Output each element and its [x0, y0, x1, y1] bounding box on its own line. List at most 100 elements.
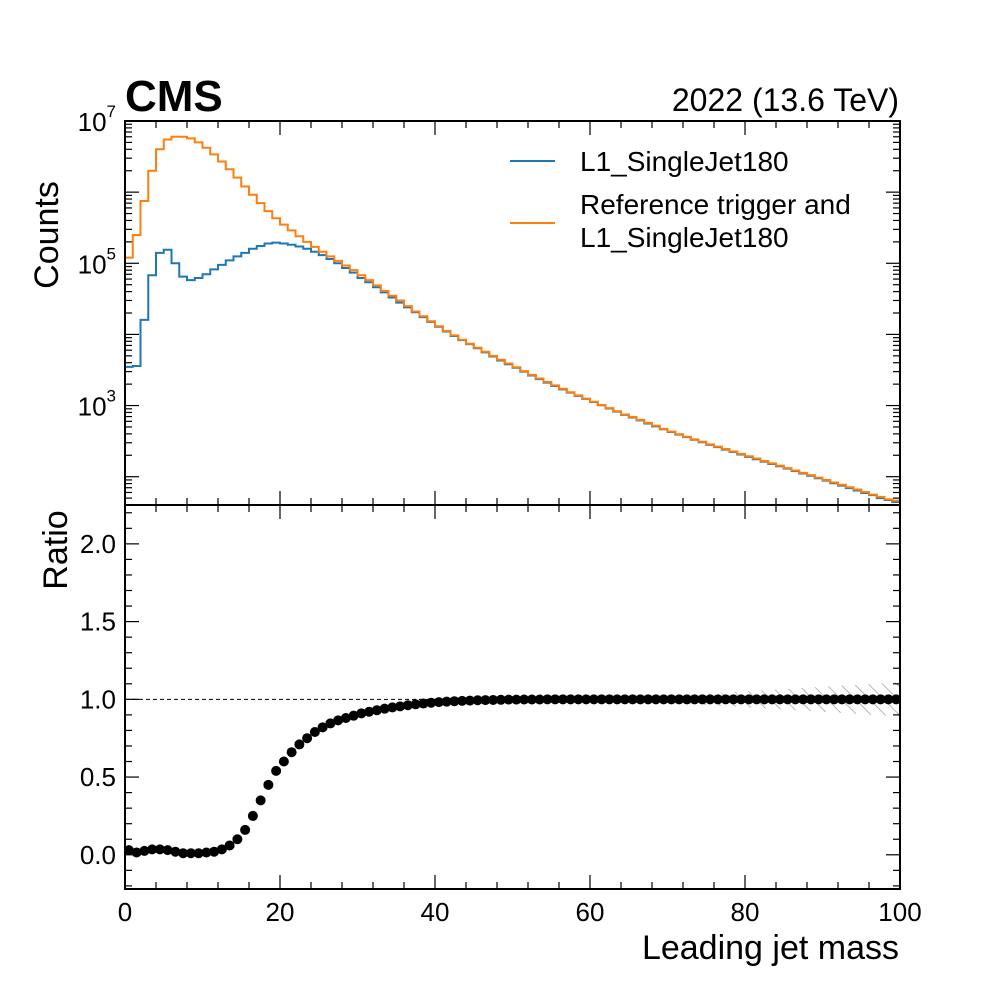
- ratio-point: [449, 696, 460, 707]
- ratio-point: [488, 694, 499, 705]
- ratio-point: [162, 845, 173, 856]
- ratio-point: [736, 694, 747, 705]
- ratio-point: [596, 694, 607, 705]
- ratio-point: [782, 694, 793, 705]
- ratio-point: [309, 726, 320, 737]
- top-y-axis-label: Counts: [28, 181, 66, 289]
- legend-label-l1-singlejet180: L1_SingleJet180: [580, 146, 789, 177]
- ratio-point: [348, 710, 359, 721]
- ratio-point: [147, 844, 158, 855]
- x-tick-label: 100: [878, 897, 921, 927]
- ratio-point: [650, 694, 661, 705]
- ratio-point: [798, 694, 809, 705]
- ratio-point: [278, 756, 289, 767]
- ratio-point: [317, 722, 328, 733]
- ratio-point: [534, 694, 545, 705]
- ratio-point: [751, 694, 762, 705]
- ratio-point: [263, 779, 274, 790]
- ratio-point: [255, 795, 266, 806]
- ratio-point: [759, 694, 770, 705]
- ratio-point: [433, 697, 444, 708]
- top-y-tick-label: 107: [78, 102, 116, 137]
- lumi-label: 2022 (13.6 TeV): [672, 82, 899, 118]
- ratio-point: [325, 718, 336, 729]
- ratio-point: [193, 848, 204, 859]
- ratio-point: [875, 694, 886, 705]
- ratio-point: [139, 845, 150, 856]
- bottom-y-tick-label: 1.5: [80, 607, 116, 637]
- ratio-point: [294, 739, 305, 750]
- ratio-point: [441, 696, 452, 707]
- bottom-y-tick-label: 1.0: [80, 684, 116, 714]
- legend-label-reference-trigger-line1: Reference trigger and: [580, 189, 851, 220]
- ratio-point: [371, 705, 382, 716]
- ratio-point: [185, 848, 196, 859]
- ratio-point: [581, 694, 592, 705]
- ratio-point: [689, 694, 700, 705]
- ratio-point: [627, 694, 638, 705]
- ratio-point: [240, 824, 251, 835]
- ratio-point: [286, 747, 297, 758]
- ratio-point: [805, 694, 816, 705]
- ratio-point: [201, 847, 212, 858]
- ratio-point: [674, 694, 685, 705]
- ratio-point: [480, 695, 491, 706]
- ratio-point: [720, 694, 731, 705]
- x-tick-label: 0: [118, 897, 132, 927]
- ratio-point: [387, 702, 398, 713]
- ratio-point: [356, 708, 367, 719]
- ratio-point: [867, 694, 878, 705]
- ratio-point: [728, 694, 739, 705]
- ratio-point: [224, 840, 235, 851]
- ratio-point: [821, 694, 832, 705]
- ratio-point: [379, 703, 390, 714]
- ratio-points: [125, 694, 900, 859]
- top-panel-series: [125, 135, 900, 504]
- ratio-point: [340, 712, 351, 723]
- ratio-point: [216, 844, 227, 855]
- ratio-point: [829, 694, 840, 705]
- legend-label-reference-trigger-line2: L1_SingleJet180: [580, 222, 789, 253]
- ratio-point: [503, 694, 514, 705]
- ratio-point: [790, 694, 801, 705]
- ratio-point: [619, 694, 630, 705]
- bottom-y-tick-label: 0.5: [80, 762, 116, 792]
- ratio-point: [844, 694, 855, 705]
- legend: L1_SingleJet180 Reference trigger and L1…: [510, 146, 851, 253]
- ratio-point: [302, 733, 313, 744]
- ratio-point: [511, 694, 522, 705]
- ratio-point: [402, 700, 413, 711]
- ratio-point: [495, 694, 506, 705]
- ratio-point: [681, 694, 692, 705]
- top-panel: 103 105 107 Counts L1_SingleJet180 Referen…: [28, 102, 901, 506]
- series-0-step-line: [125, 241, 900, 504]
- x-tick-labels: 0 20 40 60 80 100: [118, 897, 922, 927]
- ratio-point: [588, 694, 599, 705]
- ratio-point: [612, 694, 623, 705]
- bottom-y-tick-label: 0.0: [80, 840, 116, 870]
- ratio-point: [170, 846, 181, 857]
- ratio-point: [526, 694, 537, 705]
- bottom-panel: 0.0 0.5 1.0 1.5 2.0 0 20 40 60 80 100 Ratio Leadi…: [37, 504, 922, 967]
- ratio-point: [604, 694, 615, 705]
- ratio-point: [774, 694, 785, 705]
- ratio-point: [333, 715, 344, 726]
- ratio-point: [705, 694, 716, 705]
- x-axis-label: Leading jet mass: [642, 929, 899, 967]
- ratio-point: [154, 844, 165, 855]
- ratio-point: [557, 694, 568, 705]
- ratio-point: [472, 695, 483, 706]
- x-tick-label: 20: [266, 897, 295, 927]
- ratio-point: [860, 694, 871, 705]
- ratio-point: [712, 694, 723, 705]
- ratio-point: [209, 846, 220, 857]
- ratio-point: [565, 694, 576, 705]
- ratio-point: [836, 694, 847, 705]
- top-y-tick-label: 103: [78, 387, 116, 422]
- ratio-point: [813, 694, 824, 705]
- bottom-panel-frame: [124, 504, 901, 890]
- ratio-point: [852, 694, 863, 705]
- top-panel-y-tick-labels: 103 105 107: [78, 102, 116, 422]
- ratio-point: [271, 765, 282, 776]
